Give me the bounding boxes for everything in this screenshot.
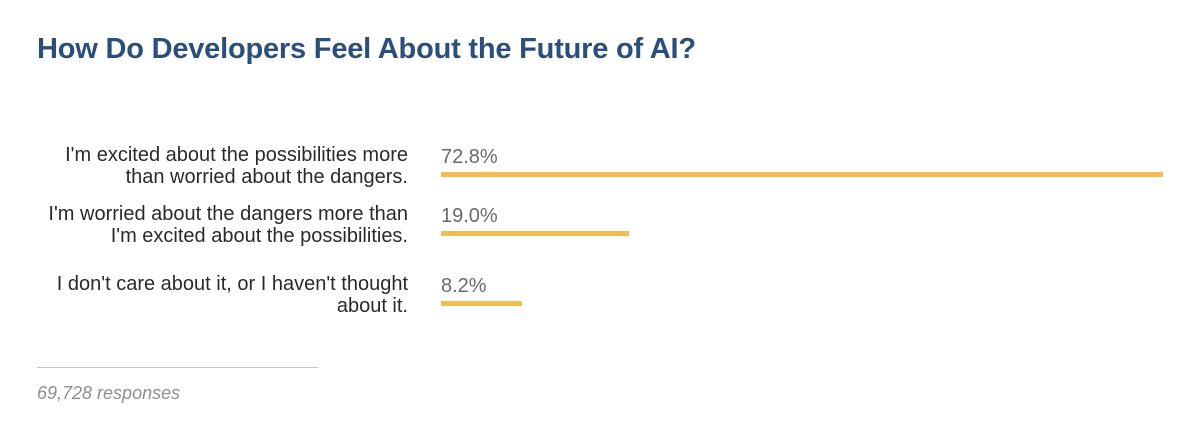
value-label: 72.8% — [441, 146, 498, 168]
category-label: I'm excited about the possibilities more… — [65, 144, 408, 188]
bar — [441, 301, 522, 306]
bar — [441, 231, 629, 236]
response-count: 69,728 responses — [37, 383, 181, 403]
bar — [441, 172, 1163, 177]
chart-title: How Do Developers Feel About the Future … — [37, 33, 696, 65]
footer-divider — [37, 367, 318, 368]
category-label: I'm worried about the dangers more than … — [48, 203, 408, 247]
value-label: 8.2% — [441, 275, 487, 297]
value-label: 19.0% — [441, 205, 498, 227]
category-label: I don't care about it, or I haven't thou… — [56, 273, 408, 317]
